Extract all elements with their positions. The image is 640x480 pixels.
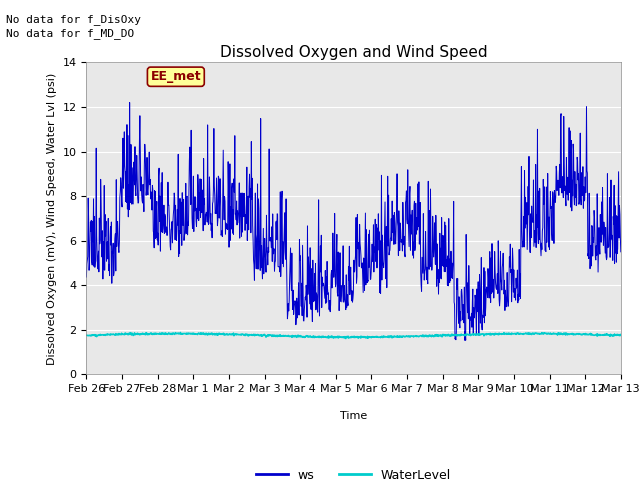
Text: EE_met: EE_met bbox=[150, 70, 201, 83]
WaterLevel bbox=[342, 336, 349, 341]
WaterLevel bbox=[177, 330, 184, 336]
ws bbox=[173, 228, 180, 234]
WaterLevel bbox=[83, 332, 90, 338]
ws bbox=[315, 197, 323, 203]
Text: No data for f_DisOxy: No data for f_DisOxy bbox=[6, 13, 141, 24]
ws bbox=[154, 230, 161, 236]
WaterLevel bbox=[376, 334, 383, 340]
WaterLevel bbox=[315, 334, 323, 339]
ws bbox=[364, 277, 371, 283]
Text: No data for f_MD_DO: No data for f_MD_DO bbox=[6, 28, 134, 39]
WaterLevel bbox=[263, 333, 271, 338]
Legend: ws, WaterLevel: ws, WaterLevel bbox=[252, 464, 456, 480]
ws bbox=[83, 274, 90, 280]
ws bbox=[263, 246, 271, 252]
ws bbox=[617, 249, 625, 255]
X-axis label: Time: Time bbox=[340, 411, 367, 421]
Title: Dissolved Oxygen and Wind Speed: Dissolved Oxygen and Wind Speed bbox=[220, 45, 488, 60]
Y-axis label: Dissolved Oxygen (mV), Wind Speed, Water Lvl (psi): Dissolved Oxygen (mV), Wind Speed, Water… bbox=[47, 72, 57, 364]
ws bbox=[126, 100, 134, 106]
Line: ws: ws bbox=[86, 103, 621, 340]
WaterLevel bbox=[364, 335, 372, 341]
Line: WaterLevel: WaterLevel bbox=[86, 333, 621, 338]
ws bbox=[461, 337, 468, 343]
WaterLevel bbox=[617, 332, 625, 338]
WaterLevel bbox=[173, 331, 180, 336]
WaterLevel bbox=[154, 331, 161, 336]
ws bbox=[375, 237, 383, 242]
